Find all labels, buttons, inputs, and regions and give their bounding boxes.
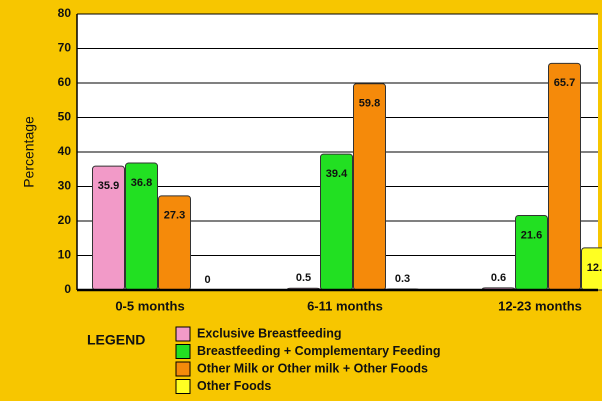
y-tick-label: 50 — [58, 110, 72, 124]
data-label: 12.2 — [587, 262, 602, 274]
legend-swatch — [176, 380, 190, 394]
x-tick-label: 0-5 months — [115, 298, 184, 313]
data-label: 0 — [204, 274, 210, 286]
bar — [516, 215, 548, 290]
data-label: 0.3 — [395, 273, 410, 285]
data-label: 65.7 — [554, 77, 575, 89]
y-tick-label: 80 — [58, 6, 72, 20]
data-label: 36.8 — [131, 177, 152, 189]
legend-label: Exclusive Breastfeeding — [197, 326, 342, 340]
y-tick-label: 60 — [58, 75, 72, 89]
legend-label: Breastfeeding + Complementary Feeding — [197, 344, 440, 358]
bar — [549, 63, 581, 290]
x-tick-label: 12-23 months — [498, 298, 582, 313]
bar — [354, 84, 386, 290]
y-tick-label: 20 — [58, 213, 72, 227]
legend-swatch — [176, 345, 190, 359]
legend-swatch — [176, 362, 190, 376]
legend-swatch — [176, 327, 190, 341]
legend-title: LEGEND — [87, 332, 145, 348]
data-label: 35.9 — [98, 180, 119, 192]
legend-label: Other Foods — [197, 379, 271, 393]
y-tick-label: 0 — [64, 282, 71, 296]
legend-label: Other Milk or Other milk + Other Foods — [197, 361, 428, 375]
y-tick-label: 40 — [58, 144, 72, 158]
y-axis-label: Percentage — [21, 116, 37, 188]
y-tick-label: 30 — [58, 179, 72, 193]
data-label: 0.5 — [296, 272, 311, 284]
y-tick-label: 10 — [58, 248, 72, 262]
x-tick-label: 6-11 months — [307, 298, 383, 313]
data-label: 39.4 — [326, 168, 348, 180]
data-label: 21.6 — [521, 229, 542, 241]
y-tick-label: 70 — [58, 41, 72, 55]
data-label: 0.6 — [491, 272, 506, 284]
data-label: 59.8 — [359, 98, 380, 110]
data-label: 27.3 — [164, 210, 185, 222]
